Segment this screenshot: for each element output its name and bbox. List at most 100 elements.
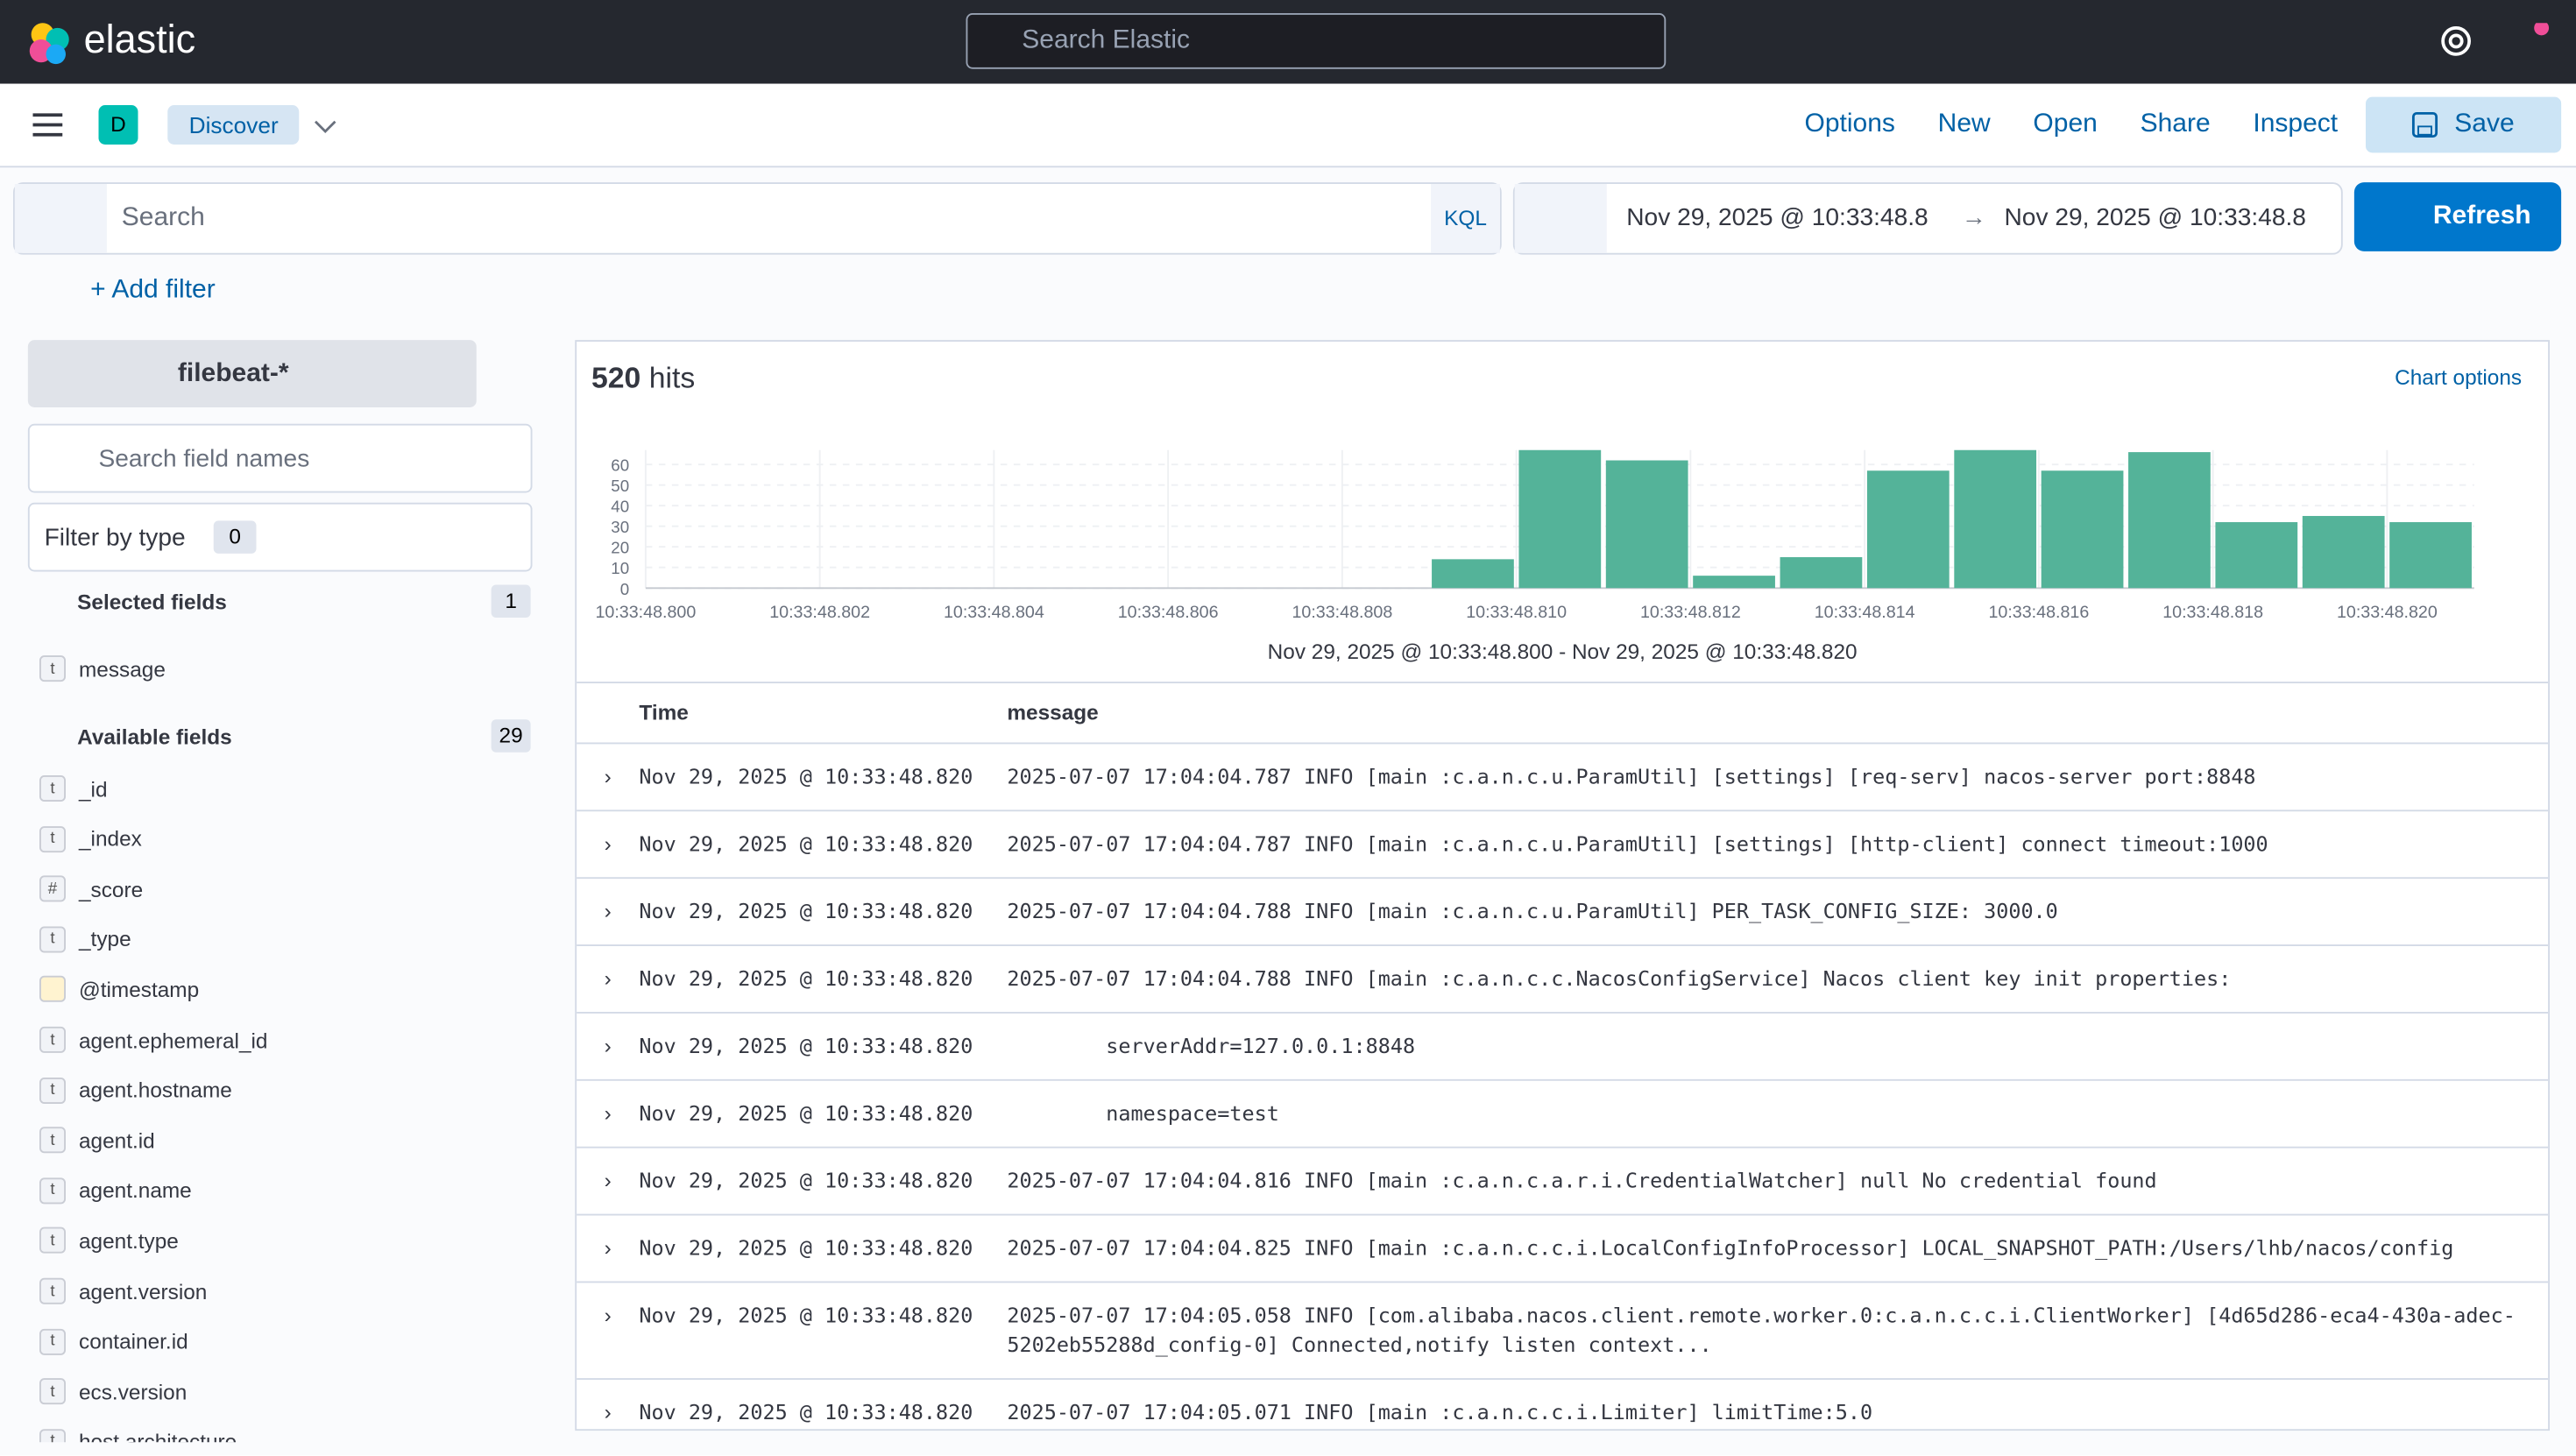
field[interactable]: t agent.hostname bbox=[39, 1077, 232, 1104]
expand-toggle[interactable]: › bbox=[604, 1100, 612, 1126]
save-label: Save bbox=[2454, 110, 2515, 138]
expand-toggle[interactable]: › bbox=[604, 763, 612, 788]
time-cell: Nov 29, 2025 @ 10:33:48.820 bbox=[639, 1399, 973, 1424]
table-row: › Nov 29, 2025 @ 10:33:48.820 2025-07-07 1… bbox=[577, 1213, 2549, 1282]
query-bar[interactable]: Search KQL bbox=[13, 182, 1502, 255]
time-cell: Nov 29, 2025 @ 10:33:48.820 bbox=[639, 763, 973, 788]
bar bbox=[1432, 559, 1514, 589]
table-row: › Nov 29, 2025 @ 10:33:48.820 namespace=t… bbox=[577, 1078, 2549, 1147]
count-badge: 1 bbox=[491, 584, 531, 618]
x-tick-label: 10:33:48.808 bbox=[1292, 603, 1392, 622]
field[interactable]: t _index bbox=[39, 825, 142, 852]
save-button[interactable]: Save bbox=[2366, 96, 2562, 153]
filter-type[interactable]: Filter by type 0 bbox=[27, 502, 533, 572]
end-date[interactable]: Nov 29, 2025 @ 10:33:48.8 bbox=[2004, 203, 2306, 232]
field[interactable]: t _id bbox=[39, 775, 108, 802]
x-tick-label: 10:33:48.800 bbox=[595, 603, 696, 622]
y-tick-label: 10 bbox=[611, 559, 629, 577]
app-bar: D Discover Options New Open Share Inspect Sa… bbox=[0, 83, 2576, 168]
expand-toggle[interactable]: › bbox=[604, 1235, 612, 1261]
filter-count: 0 bbox=[213, 520, 257, 554]
field[interactable]: t ecs.version bbox=[39, 1378, 187, 1405]
section-title[interactable]: Selected fields bbox=[77, 590, 227, 615]
expand-toggle[interactable]: › bbox=[604, 1399, 612, 1424]
field[interactable]: t agent.name bbox=[39, 1177, 192, 1204]
field-name: host.architecture bbox=[79, 1429, 237, 1443]
start-date[interactable]: Nov 29, 2025 @ 10:33:48.8 bbox=[1626, 203, 1928, 232]
refresh-button[interactable]: Refresh bbox=[2353, 182, 2562, 251]
field-name: container.id bbox=[79, 1329, 188, 1354]
date-picker[interactable]: Nov 29, 2025 @ 10:33:48.8 → Nov 29, 2025… bbox=[1512, 182, 2343, 255]
field[interactable]: t host.architecture bbox=[39, 1428, 237, 1443]
field-type: # bbox=[39, 875, 66, 902]
expand-toggle[interactable]: › bbox=[604, 1033, 612, 1058]
time-range: Nov 29, 2025 @ 10:33:48.800 - Nov 29, 20… bbox=[1267, 639, 1858, 664]
field[interactable]: t container.id bbox=[39, 1328, 188, 1355]
action-link[interactable]: Open bbox=[2033, 110, 2098, 138]
bar bbox=[1866, 470, 1950, 589]
breadcrumb[interactable]: Discover bbox=[167, 105, 301, 145]
time-cell: Nov 29, 2025 @ 10:33:48.820 bbox=[639, 1100, 973, 1126]
y-tick-label: 20 bbox=[611, 539, 629, 557]
action-link[interactable]: Share bbox=[2140, 110, 2211, 138]
quick-menu[interactable] bbox=[1514, 184, 1607, 253]
arrow: → bbox=[1961, 203, 1986, 232]
expand-toggle[interactable]: › bbox=[604, 898, 612, 923]
field[interactable]: t agent.type bbox=[39, 1227, 179, 1255]
column-header[interactable]: message bbox=[1007, 699, 1099, 724]
action-link[interactable]: New bbox=[1937, 110, 1991, 138]
expand-toggle[interactable]: › bbox=[604, 830, 612, 856]
header: elastic Search Elastic bbox=[0, 0, 2576, 84]
message-cell: serverAddr=127.0.0.1:8848 bbox=[1007, 1033, 1416, 1058]
field-search-placeholder: Search field names bbox=[98, 445, 310, 473]
table-row: › Nov 29, 2025 @ 10:33:48.820 2025-07-07 1… bbox=[577, 944, 2549, 1012]
count-badge: 29 bbox=[491, 719, 531, 753]
language-switch[interactable]: KQL bbox=[1431, 184, 1500, 253]
field[interactable]: t message bbox=[39, 655, 166, 682]
space-badge[interactable]: D bbox=[98, 105, 138, 145]
field[interactable]: t agent.id bbox=[39, 1127, 155, 1154]
add-filter[interactable]: + Add filter bbox=[90, 276, 216, 304]
section-title[interactable]: Available fields bbox=[77, 724, 232, 749]
y-tick-label: 30 bbox=[611, 518, 629, 536]
table-row: › Nov 29, 2025 @ 10:33:48.820 2025-07-07 1… bbox=[577, 1281, 2549, 1379]
header-icons[interactable] bbox=[2438, 23, 2553, 62]
chart-options[interactable]: Chart options bbox=[2395, 364, 2523, 390]
field[interactable]: t agent.version bbox=[39, 1277, 208, 1304]
field-name: agent.version bbox=[79, 1278, 208, 1304]
saved-query-button[interactable] bbox=[14, 184, 107, 253]
x-tick-label: 10:33:48.820 bbox=[2337, 603, 2438, 622]
results-panel: 520 hits Chart options 0 10 20 30 40 50 60 10:3… bbox=[575, 340, 2550, 1431]
logo-text: elastic bbox=[83, 18, 196, 63]
y-tick-label: 60 bbox=[611, 456, 629, 475]
bar bbox=[2215, 522, 2298, 589]
x-tick-label: 10:33:48.806 bbox=[1118, 603, 1219, 622]
expand-toggle[interactable]: › bbox=[604, 1302, 612, 1327]
menu-icon[interactable] bbox=[32, 112, 67, 138]
bar bbox=[1954, 449, 2037, 589]
table-row: › Nov 29, 2025 @ 10:33:48.820 serverAddr=… bbox=[577, 1012, 2549, 1079]
action-link[interactable]: Options bbox=[1804, 110, 1895, 138]
field[interactable]: # _score bbox=[39, 875, 143, 902]
field[interactable]: @timestamp bbox=[39, 976, 199, 1003]
column-header[interactable]: Time bbox=[639, 699, 689, 724]
global-search[interactable]: Search Elastic bbox=[966, 13, 1667, 69]
x-tick-label: 10:33:48.810 bbox=[1466, 603, 1567, 622]
field[interactable]: t _type bbox=[39, 926, 131, 953]
field-name: _index bbox=[79, 826, 142, 852]
field-name: _id bbox=[79, 775, 108, 802]
field[interactable]: t agent.ephemeral_id bbox=[39, 1026, 267, 1053]
action-link[interactable]: Inspect bbox=[2253, 110, 2339, 138]
x-tick-label: 10:33:48.804 bbox=[944, 603, 1044, 622]
chevron[interactable] bbox=[312, 115, 338, 135]
index-pattern[interactable]: filebeat-* bbox=[27, 340, 477, 407]
field-search[interactable]: Search field names bbox=[27, 423, 533, 493]
message-cell: 2025-07-07 17:04:05.058 INFO [com.alibab… bbox=[1007, 1302, 2516, 1357]
x-tick-label: 10:33:48.812 bbox=[1640, 603, 1741, 622]
bar bbox=[2041, 470, 2124, 589]
expand-toggle[interactable]: › bbox=[604, 1168, 612, 1193]
bar bbox=[2128, 452, 2211, 589]
time-cell: Nov 29, 2025 @ 10:33:48.820 bbox=[639, 1235, 973, 1261]
expand-toggle[interactable]: › bbox=[604, 965, 612, 991]
field-type: t bbox=[39, 655, 66, 682]
